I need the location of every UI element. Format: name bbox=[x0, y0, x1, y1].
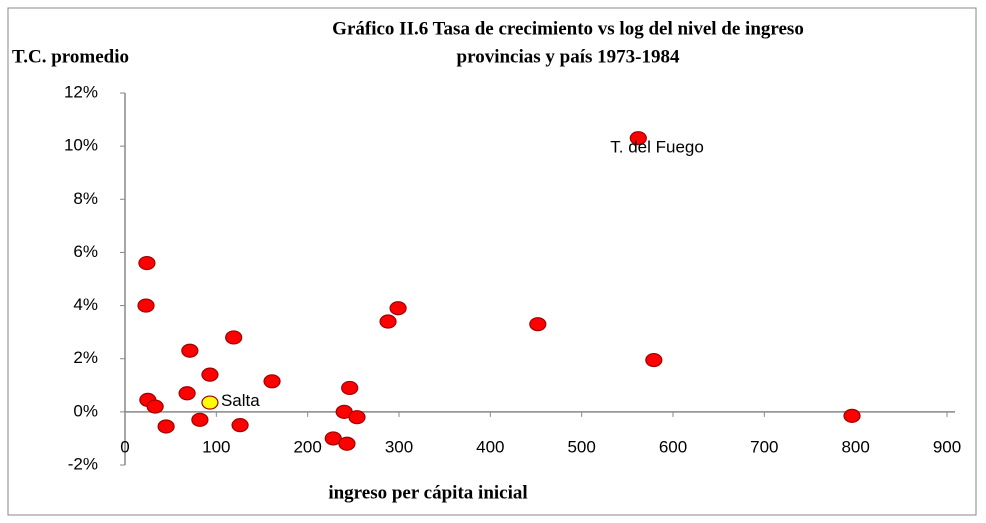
y-tick-label: 6% bbox=[73, 242, 98, 261]
y-tick-label: -2% bbox=[68, 454, 98, 473]
point bbox=[137, 298, 155, 313]
point bbox=[379, 314, 397, 329]
point bbox=[146, 399, 164, 414]
point bbox=[348, 410, 366, 425]
y-tick-label: 0% bbox=[73, 401, 98, 420]
x-tick-label: 300 bbox=[385, 437, 413, 456]
y-tick-label: 2% bbox=[73, 348, 98, 367]
y-tick-label: 10% bbox=[64, 136, 98, 155]
x-tick-label: 400 bbox=[476, 437, 504, 456]
point bbox=[225, 330, 243, 345]
point bbox=[157, 419, 175, 434]
chart-title: Gráfico II.6 Tasa de crecimiento vs log … bbox=[332, 18, 804, 39]
y-tick-label: 8% bbox=[73, 189, 98, 208]
point bbox=[231, 418, 249, 433]
point bbox=[645, 352, 663, 368]
x-tick-label: 0 bbox=[120, 437, 129, 456]
point bbox=[178, 386, 196, 401]
point bbox=[629, 131, 647, 146]
point bbox=[191, 412, 209, 427]
point bbox=[341, 380, 359, 396]
point bbox=[201, 395, 219, 410]
point bbox=[529, 317, 547, 332]
point bbox=[263, 374, 281, 389]
chart-title: provincias y país 1973-1984 bbox=[457, 46, 680, 67]
point bbox=[181, 343, 199, 358]
point bbox=[389, 301, 407, 316]
y-axis-label: T.C. promedio bbox=[12, 46, 129, 67]
y-tick-label: 4% bbox=[73, 295, 98, 314]
x-tick-label: 700 bbox=[750, 437, 778, 456]
point bbox=[201, 367, 219, 382]
point bbox=[338, 436, 356, 451]
y-tick-label: 12% bbox=[64, 82, 98, 101]
x-tick-label: 900 bbox=[933, 437, 961, 456]
x-tick-label: 500 bbox=[567, 437, 595, 456]
x-tick-label: 200 bbox=[293, 437, 321, 456]
annotation: T. del Fuego bbox=[610, 138, 704, 157]
point-label: Salta bbox=[221, 391, 260, 410]
x-tick-label: 800 bbox=[841, 437, 869, 456]
point bbox=[843, 408, 861, 423]
x-tick-label: 100 bbox=[202, 437, 230, 456]
x-axis-label: ingreso per cápita inicial bbox=[328, 482, 527, 503]
point bbox=[138, 255, 156, 271]
x-tick-label: 600 bbox=[659, 437, 687, 456]
